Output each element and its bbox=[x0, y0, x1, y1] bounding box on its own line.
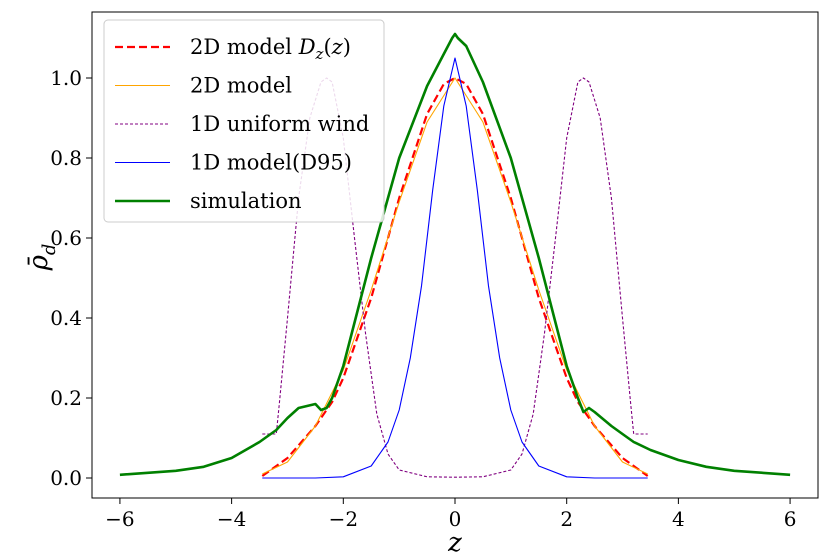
legend: 2D model Dz(z) 2D model 1D uniform wind 1D … bbox=[103, 19, 385, 223]
legend-box bbox=[103, 19, 385, 223]
x-tick-label: 0 bbox=[449, 507, 462, 531]
legend-label-4: simulation bbox=[190, 189, 302, 213]
y-axis-label: ρ̄d bbox=[24, 244, 60, 272]
x-axis-label: z bbox=[447, 528, 462, 554]
y-tick-label: 1.0 bbox=[50, 66, 82, 90]
x-tick-label: 6 bbox=[784, 507, 797, 531]
y-tick-label: 0.6 bbox=[50, 226, 82, 250]
y-tick-label: 0.4 bbox=[50, 306, 82, 330]
y-axis-label-group: ρ̄d bbox=[24, 244, 60, 272]
x-tick-label: 4 bbox=[672, 507, 685, 531]
x-tick-label: −6 bbox=[105, 507, 134, 531]
x-tick-label: 2 bbox=[560, 507, 573, 531]
series-line-3 bbox=[262, 57, 648, 479]
x-tick-label: −2 bbox=[329, 507, 358, 531]
y-tick-label: 0.0 bbox=[50, 466, 82, 490]
y-tick-label: 0.8 bbox=[50, 146, 82, 170]
series-line-0 bbox=[261, 76, 649, 477]
legend-label-0: 2D model Dz(z) bbox=[190, 35, 351, 63]
legend-label-2: 1D uniform wind bbox=[190, 112, 369, 136]
series-line-4 bbox=[119, 32, 791, 477]
ticks-layer: −6 −4 −2 0 2 4 6 0.0 0.2 0.4 0.6 0.8 1.0 bbox=[50, 66, 796, 531]
x-tick-label: −4 bbox=[217, 507, 246, 531]
legend-label-1: 2D model bbox=[190, 74, 292, 98]
y-tick-label: 0.2 bbox=[50, 386, 82, 410]
series-line-2 bbox=[262, 77, 648, 478]
series-layer bbox=[119, 32, 791, 479]
legend-label-3: 1D model(D95) bbox=[190, 151, 352, 175]
